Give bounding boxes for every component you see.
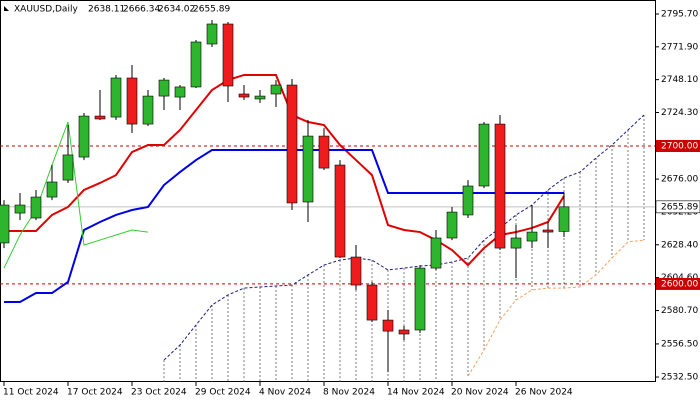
candle-body	[478, 123, 490, 187]
candle-body	[286, 84, 298, 204]
candle-body	[62, 154, 74, 181]
candle-body	[494, 123, 506, 249]
candle-body	[30, 196, 42, 219]
y-tick-label: 2795.70	[661, 10, 698, 20]
x-tick-label: 4 Nov 2024	[259, 388, 311, 398]
candle-body	[222, 23, 234, 87]
y-tick-label: 2771.90	[661, 42, 698, 52]
header-low: 2634.02	[158, 5, 195, 15]
x-tick-label: 23 Oct 2024	[131, 388, 187, 398]
x-tick-label: 8 Nov 2024	[323, 388, 375, 398]
candle-body	[558, 206, 570, 232]
candle-body	[318, 135, 330, 169]
candle-body	[382, 319, 394, 332]
level-label: 2600.00	[661, 279, 698, 289]
candle-body	[254, 95, 266, 100]
candle-body	[366, 284, 378, 321]
candle-body	[158, 79, 170, 97]
level-label: 2700.00	[661, 142, 698, 152]
chart-front	[0, 20, 570, 373]
chart-back	[0, 114, 655, 382]
candle-body	[510, 237, 522, 249]
x-tick-label: 14 Nov 2024	[387, 388, 445, 398]
candle-body	[270, 84, 282, 95]
x-tick-label: 26 Nov 2024	[515, 388, 573, 398]
indicator-line	[4, 73, 565, 267]
level-label-bg	[656, 277, 700, 290]
chart-labels: XAUUSD,Daily 2638.11 2666.34 2634.02 265…	[3, 5, 700, 398]
y-tick-label: 2628.40	[661, 240, 698, 250]
x-tick-label: 29 Oct 2024	[195, 388, 251, 398]
candle-body	[190, 41, 202, 88]
candle-body	[526, 231, 538, 242]
candle-body	[430, 237, 442, 269]
candle-body	[46, 181, 58, 198]
x-tick-label: 17 Oct 2024	[67, 388, 123, 398]
price-label-bg	[655, 200, 700, 214]
candle-body	[414, 267, 426, 331]
candle-body	[110, 77, 122, 118]
candle-body	[446, 211, 458, 239]
price-label: 2655.89	[661, 202, 698, 212]
x-tick-label: 20 Nov 2024	[451, 388, 509, 398]
candle-body	[78, 115, 90, 158]
y-tick-label: 2724.30	[661, 108, 698, 118]
header-high: 2666.34	[123, 5, 160, 15]
header-close: 2655.89	[193, 5, 230, 15]
y-tick-label: 2556.50	[661, 339, 698, 349]
symbol-icon	[4, 6, 9, 11]
candle-body	[174, 86, 186, 98]
candle-body	[350, 256, 362, 286]
candle-body	[542, 229, 554, 233]
y-tick-label: 2748.10	[661, 75, 698, 85]
candle-body	[14, 204, 26, 214]
candle-body	[94, 115, 106, 120]
header-open: 2638.11	[88, 5, 125, 15]
candle-body	[398, 329, 410, 335]
candle-body	[142, 95, 154, 125]
candle-body	[334, 164, 346, 258]
y-tick-label: 2580.70	[661, 306, 698, 316]
y-tick-label: 2532.50	[661, 373, 698, 383]
plot-frame	[0, 0, 656, 382]
candle-body	[238, 93, 250, 98]
candle-body	[126, 77, 138, 125]
candle-body	[206, 23, 218, 45]
y-tick-label: 2676.00	[661, 175, 698, 185]
candle-body	[0, 204, 10, 244]
x-tick-label: 11 Oct 2024	[3, 388, 59, 398]
level-label-bg	[656, 140, 700, 152]
symbol-title: XAUUSD,Daily	[14, 5, 78, 15]
candle-body	[462, 185, 474, 216]
indicator-line	[3, 121, 149, 269]
candle-body	[302, 135, 314, 203]
